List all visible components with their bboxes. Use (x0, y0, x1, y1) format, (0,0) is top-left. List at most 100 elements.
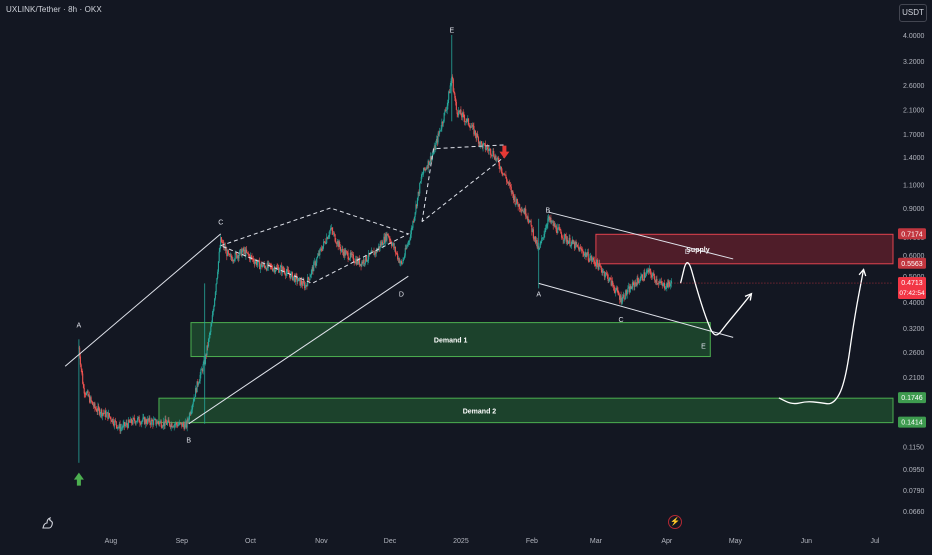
candle-body (539, 243, 541, 248)
candle-body (442, 121, 444, 124)
candle-body (232, 260, 234, 262)
candle-body (137, 416, 139, 418)
candle-body (187, 419, 189, 421)
candle-body (623, 294, 625, 300)
candle-body (397, 257, 399, 260)
candle-body (153, 419, 155, 421)
candle-body (193, 397, 195, 402)
candle-body (651, 275, 653, 278)
candle-body (186, 419, 188, 428)
candle-body (394, 246, 396, 253)
candle-body (667, 280, 669, 288)
trendline (538, 282, 734, 338)
candle-body (503, 173, 505, 175)
candle-body (95, 408, 97, 410)
candle-body (606, 273, 608, 275)
candle-body (488, 149, 490, 151)
candle-body (385, 233, 387, 241)
price-tag-supply[interactable]: 0.5563 (898, 257, 926, 269)
candle-body (525, 216, 528, 218)
candle-body (579, 247, 581, 252)
projection-path (679, 262, 752, 336)
candle-body (106, 412, 108, 414)
x-tick-label: Mar (590, 538, 603, 545)
candle-body (620, 295, 622, 304)
candle-body (381, 241, 383, 246)
candle-body (356, 258, 358, 265)
candle-body (130, 418, 133, 423)
candle-body (472, 125, 474, 127)
candle-body (563, 239, 565, 241)
candle-body (505, 174, 507, 179)
candle-body (594, 263, 596, 265)
candle-body (108, 413, 110, 419)
candle-body (205, 354, 207, 356)
price-tag-bg (898, 277, 926, 300)
candle-body (423, 167, 425, 170)
candle-body (252, 258, 254, 260)
price-tag-label: 0.7174 (901, 231, 923, 238)
currency-badge[interactable]: USDT (899, 4, 927, 22)
candle-body (289, 274, 291, 279)
candle-body (474, 130, 476, 136)
candle-body (416, 204, 418, 207)
candle-body (633, 282, 635, 287)
candle-body (306, 285, 308, 287)
flash-icon[interactable]: ⚡ (668, 515, 682, 529)
candle-body (407, 244, 409, 247)
candle-body (575, 242, 577, 245)
candle-body (262, 265, 264, 268)
candle-body (238, 254, 240, 259)
candle-body (119, 423, 121, 432)
symbol-title[interactable]: UXLINK/Tether · 8h · OKX (6, 5, 102, 14)
candle-body (631, 282, 634, 289)
candle-body (264, 265, 266, 269)
candle-body (256, 260, 258, 266)
candle-body (529, 220, 531, 222)
candle-body (141, 420, 143, 422)
candle-body (540, 241, 542, 244)
candle-body (295, 274, 297, 276)
candle-body (446, 105, 448, 111)
candle-body (266, 262, 268, 271)
grid (893, 0, 932, 550)
price-tag-last[interactable]: 0.4713 07:42:54 (898, 277, 926, 300)
candle-body (622, 297, 624, 302)
candle-body (275, 270, 277, 273)
candle-body (255, 260, 257, 262)
candle-body (610, 277, 612, 286)
y-tick-label: 0.2600 (903, 350, 925, 357)
tradingview-logo-icon[interactable] (41, 514, 57, 530)
candle-body (638, 281, 640, 284)
candle-body (550, 217, 552, 223)
price-tag-demand[interactable]: 0.1746 (898, 392, 926, 404)
candle-body (660, 281, 663, 284)
candle-body (480, 141, 482, 145)
candle-body (640, 276, 642, 281)
candle-body (653, 273, 655, 277)
candle-body (568, 237, 570, 242)
price-tag-supply[interactable]: 0.7174 (898, 228, 926, 240)
candle-body (89, 397, 91, 403)
candle-body (230, 255, 232, 259)
x-tick-label: Dec (384, 538, 397, 545)
candle-body (313, 261, 316, 263)
candle-body (281, 266, 283, 273)
candle-body (178, 422, 181, 425)
price-tag-label: 0.5563 (901, 261, 923, 268)
price-tag-demand[interactable]: 0.1414 (898, 416, 926, 428)
candle-body (82, 373, 84, 384)
candle-body (529, 221, 531, 223)
candle-body (90, 397, 92, 401)
candle-body (325, 243, 327, 244)
candle-body (576, 244, 578, 246)
candle-body (433, 146, 435, 153)
candle-body (341, 249, 343, 250)
x-tick-label: 2025 (453, 538, 469, 545)
candle-body (283, 270, 285, 272)
candle-body (665, 287, 667, 289)
candle-body (599, 262, 601, 266)
candle-body (519, 209, 521, 210)
